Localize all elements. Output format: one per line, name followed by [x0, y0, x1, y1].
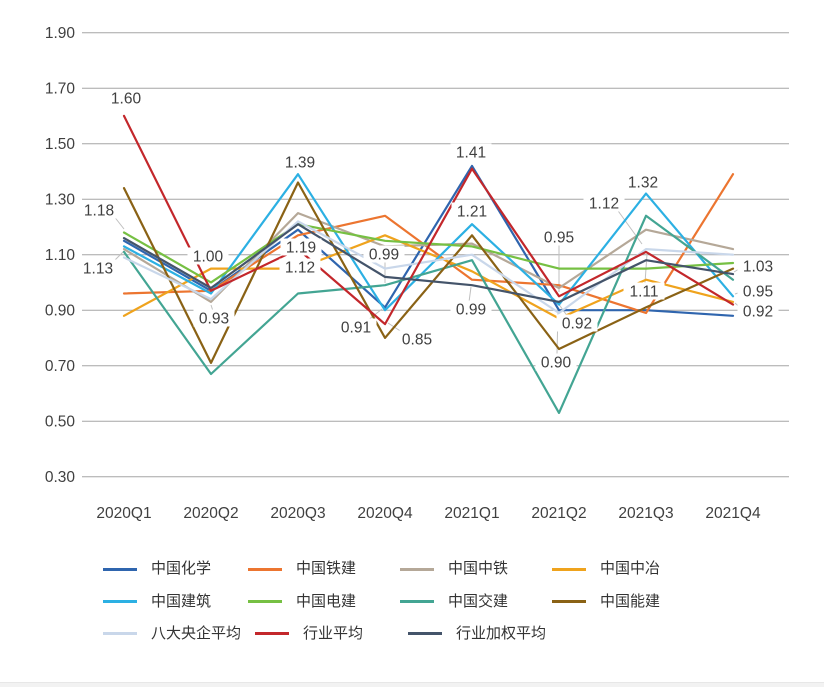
- data-label-bg: [583, 194, 625, 212]
- data-label-bg: [623, 282, 665, 300]
- data-label-bg: [105, 89, 147, 107]
- data-label: 0.93: [199, 311, 229, 328]
- x-category-label: 2020Q2: [183, 505, 238, 522]
- data-label: 0.92: [743, 304, 773, 321]
- data-label-bg: [280, 238, 322, 256]
- y-tick-label: 1.30: [45, 192, 76, 209]
- data-label: 0.95: [544, 230, 574, 247]
- y-tick-label: 0.50: [45, 414, 76, 431]
- data-labels: 1.60 1.18 1.13 1.00 0.93 1.39 1.19 1.12 0.99 0.91…: [77, 89, 779, 372]
- data-label-bg: [622, 173, 664, 191]
- y-tick-label: 1.50: [45, 136, 76, 153]
- data-label: 1.32: [628, 175, 658, 192]
- data-label-bg: [78, 201, 120, 219]
- leader-line: [615, 207, 643, 245]
- data-label-bg: [450, 143, 492, 161]
- data-label-bg: [737, 302, 779, 320]
- x-category-label: 2021Q4: [705, 505, 761, 522]
- data-label: 0.95: [743, 284, 773, 301]
- data-label: 1.00: [193, 249, 224, 266]
- y-tick-label: 0.70: [45, 358, 76, 375]
- data-label: 1.13: [83, 261, 113, 278]
- data-label-bg: [737, 257, 779, 275]
- data-label-bg: [396, 330, 438, 348]
- series-line-行业加权平均: [122, 223, 735, 303]
- y-tick-label: 1.90: [45, 25, 76, 42]
- data-label: 0.85: [402, 332, 432, 349]
- data-label-bg: [279, 153, 321, 171]
- data-label: 1.03: [743, 259, 773, 276]
- data-label: 1.18: [84, 203, 114, 220]
- data-label: 1.41: [456, 145, 486, 162]
- x-category-label: 2021Q2: [531, 505, 586, 522]
- series-lines: [122, 114, 735, 414]
- data-label-bg: [187, 247, 229, 265]
- data-label: 0.90: [541, 355, 572, 372]
- series-line-中国电建: [122, 223, 735, 284]
- data-label: 1.39: [285, 155, 315, 172]
- data-label: 1.21: [457, 204, 487, 221]
- data-label: 0.91: [341, 320, 371, 337]
- y-tick-label: 0.30: [45, 469, 76, 486]
- series-line-行业平均: [122, 114, 735, 326]
- data-label: 1.11: [629, 284, 658, 301]
- x-category-label: 2020Q1: [96, 505, 151, 522]
- y-tick-label: 1.10: [45, 247, 76, 264]
- x-axis-labels: 2020Q1 2020Q2 2020Q3 2020Q4 2021Q1 2021Q2 2021…: [96, 505, 761, 522]
- data-label-bg: [538, 228, 580, 246]
- series-line-中国能建: [122, 181, 735, 364]
- data-label: 1.12: [589, 196, 619, 213]
- data-label: 0.99: [456, 302, 486, 319]
- data-label-bg: [556, 314, 598, 332]
- x-category-label: 2020Q3: [270, 505, 325, 522]
- data-label-bg: [279, 258, 321, 276]
- data-label: 1.19: [286, 240, 316, 257]
- window-bottom-edge: [0, 682, 824, 687]
- data-label-bg: [363, 245, 405, 263]
- y-tick-label: 0.90: [45, 303, 76, 320]
- x-category-label: 2020Q4: [357, 505, 413, 522]
- data-label-bg: [335, 318, 377, 336]
- data-label-bg: [737, 282, 779, 300]
- data-label-bg: [450, 300, 492, 318]
- data-label: 0.99: [369, 247, 399, 264]
- data-label: 1.12: [285, 260, 315, 277]
- y-tick-label: 1.70: [45, 81, 76, 98]
- y-axis-tick-labels: 1.90 1.70 1.50 1.30 1.10 0.90 0.70 0.50 0.30: [45, 25, 76, 486]
- leader-line: [468, 286, 472, 303]
- data-label: 0.92: [562, 316, 592, 333]
- series-line-中国交建: [122, 214, 735, 414]
- x-category-label: 2021Q1: [444, 505, 499, 522]
- data-label-bg: [535, 353, 577, 371]
- data-label-bg: [77, 259, 119, 277]
- data-label-bg: [451, 202, 493, 220]
- data-label: 1.60: [111, 91, 142, 108]
- x-category-label: 2021Q3: [618, 505, 673, 522]
- data-label-bg: [193, 309, 235, 327]
